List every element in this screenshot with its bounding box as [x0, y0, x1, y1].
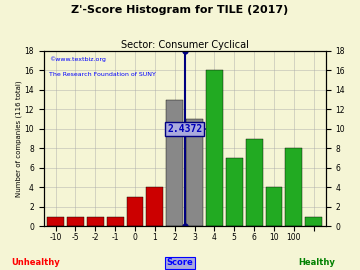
Title: Sector: Consumer Cyclical: Sector: Consumer Cyclical	[121, 40, 248, 50]
Text: Z'-Score Histogram for TILE (2017): Z'-Score Histogram for TILE (2017)	[71, 5, 289, 15]
Text: Unhealthy: Unhealthy	[12, 258, 60, 267]
Bar	[186, 119, 203, 226]
Bar	[127, 197, 143, 226]
Text: Score: Score	[167, 258, 193, 267]
Bar	[305, 217, 322, 226]
Bar	[166, 100, 183, 226]
Bar	[285, 148, 302, 226]
Bar	[47, 217, 64, 226]
Text: The Research Foundation of SUNY: The Research Foundation of SUNY	[49, 72, 156, 77]
Bar	[226, 158, 243, 226]
Bar	[147, 187, 163, 226]
Bar	[206, 70, 223, 226]
Bar	[107, 217, 123, 226]
Y-axis label: Number of companies (116 total): Number of companies (116 total)	[15, 80, 22, 197]
Bar	[67, 217, 84, 226]
Text: Healthy: Healthy	[298, 258, 335, 267]
Bar	[87, 217, 104, 226]
Text: ©www.textbiz.org: ©www.textbiz.org	[49, 56, 106, 62]
Bar	[246, 139, 262, 226]
Text: 2.4372: 2.4372	[167, 124, 202, 134]
Bar	[266, 187, 283, 226]
